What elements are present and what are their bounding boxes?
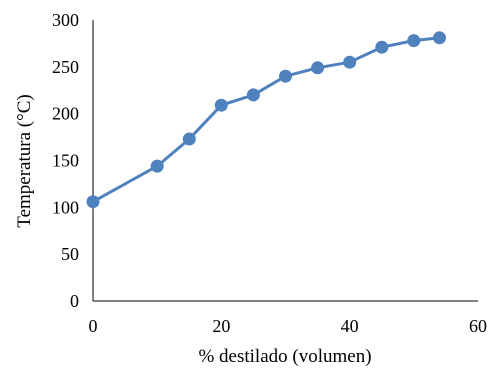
y-tick-label: 150: [52, 151, 79, 171]
y-tick-label: 100: [52, 197, 79, 217]
series-line: [92, 36, 440, 204]
data-point: [343, 55, 357, 69]
x-tick-labels: 0 20 40 60: [89, 316, 488, 336]
y-tick-label: 200: [52, 104, 79, 124]
data-point: [407, 34, 421, 48]
y-tick-label: 300: [52, 10, 79, 30]
axes: [92, 20, 478, 302]
data-point: [214, 98, 228, 112]
x-tick-label: 40: [341, 316, 359, 336]
x-tick-label: 60: [469, 316, 487, 336]
y-tick-labels: 0 50 100 150 200 250 300: [52, 10, 79, 311]
data-point: [375, 40, 389, 54]
x-tick-label: 20: [212, 316, 230, 336]
plot-area: [86, 31, 446, 209]
data-point: [311, 61, 325, 75]
x-tick-label: 0: [89, 316, 98, 336]
y-tick-label: 0: [70, 291, 79, 311]
y-tick-label: 50: [61, 244, 79, 264]
data-point: [182, 132, 196, 146]
data-point: [246, 88, 260, 102]
data-point: [433, 31, 446, 45]
data-point: [86, 195, 100, 209]
x-axis-title: % destilado (volumen): [198, 346, 371, 367]
y-axis-title: Temperatura (°C): [14, 94, 35, 227]
data-point: [150, 159, 164, 173]
y-tick-label: 250: [52, 57, 79, 77]
data-point: [279, 69, 292, 83]
